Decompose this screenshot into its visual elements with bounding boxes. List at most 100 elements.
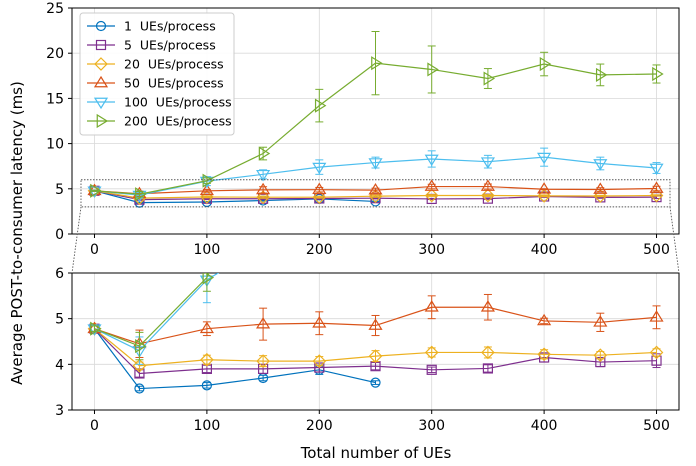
data-point: [256, 354, 270, 368]
data-point: [259, 135, 269, 147]
series-layer: [87, 31, 664, 394]
series-line: [94, 190, 657, 201]
series-line: [94, 190, 376, 204]
data-point: [482, 363, 494, 374]
zoom-box: [80, 179, 671, 208]
error-bar: [259, 223, 267, 269]
data-point: [593, 182, 608, 194]
legend-box: [79, 12, 235, 136]
x-tick-label: 100: [194, 418, 221, 434]
series-1: [89, 323, 381, 394]
y-axis-label: Average POST-to-consumer latency (ms): [8, 81, 26, 385]
data-point: [257, 242, 269, 252]
data-point: [89, 323, 100, 334]
data-point: [424, 188, 439, 203]
data-point: [368, 318, 383, 330]
legend-label: 100 UEs/process: [124, 95, 232, 110]
data-point: [537, 152, 552, 165]
data-point: [256, 317, 271, 329]
x-tick-label: 100: [194, 242, 221, 258]
data-point: [199, 321, 214, 334]
legend-label: 200 UEs/process: [124, 114, 232, 129]
zoom-axes-frame: [71, 272, 680, 411]
data-point: [649, 310, 664, 322]
data-point: [368, 183, 383, 195]
series-line: [94, 273, 220, 352]
y-tick-label: 15: [46, 91, 64, 107]
data-point: [649, 163, 664, 176]
y-tick-label: 4: [55, 357, 64, 373]
tick-labels: 0 100 200 300 400 500 0 5 10 15 20 25 0 100 200 300 400 5…: [46, 1, 670, 434]
legend-label: 5 UEs/process: [124, 38, 216, 53]
axes-frames: [71, 7, 680, 411]
series-line: [94, 185, 657, 195]
data-point: [427, 62, 439, 77]
data-point: [90, 321, 102, 336]
data-point: [90, 183, 102, 198]
zoom-connector-left: [71, 206, 82, 274]
data-point: [370, 377, 381, 388]
series-line: [94, 190, 657, 199]
zoom-plot-area: [87, 135, 664, 394]
legend-item: 5 UEs/process: [87, 38, 216, 53]
y-tick-label: 5: [55, 312, 64, 328]
data-point: [135, 187, 147, 202]
y-tick-label: 5: [55, 182, 64, 198]
data-point: [480, 157, 495, 169]
top-plot-area: [87, 31, 664, 208]
top-axes-frame: [71, 7, 680, 235]
data-point: [256, 190, 270, 205]
legend-label: 50 UEs/process: [124, 76, 224, 91]
legend-item: 50 UEs/process: [87, 76, 224, 91]
x-tick-label: 0: [90, 242, 99, 258]
data-point: [480, 300, 495, 312]
data-point: [312, 190, 327, 205]
data-point: [595, 67, 608, 82]
data-point: [135, 338, 147, 354]
y-tick-label: 25: [46, 1, 64, 17]
x-tick-label: 200: [306, 418, 333, 434]
data-point: [424, 300, 439, 312]
x-tick-label: 300: [418, 242, 445, 258]
data-point: [312, 162, 327, 175]
data-point: [539, 56, 552, 72]
x-tick-label: 400: [531, 242, 558, 258]
x-tick-label: 0: [90, 418, 99, 434]
zoom-connector-right: [669, 206, 680, 274]
y-tick-label: 20: [46, 46, 64, 62]
series-6: [90, 135, 269, 361]
series-line: [94, 273, 210, 347]
data-point: [424, 345, 439, 360]
legend-item: 200 UEs/process: [87, 114, 232, 129]
x-axis-label: Total number of UEs: [300, 444, 452, 462]
data-point: [649, 181, 664, 193]
legend-item: 100 UEs/process: [87, 95, 232, 110]
data-point: [368, 158, 383, 170]
series-3: [87, 321, 664, 373]
data-point: [481, 188, 495, 203]
series-line: [94, 328, 657, 367]
legend-label: 20 UEs/process: [124, 57, 224, 72]
y-tick-label: 6: [55, 266, 64, 282]
data-point: [314, 98, 327, 113]
data-point: [593, 315, 608, 327]
legend: 1 UEs/process 5 UEs/process 20 UEs/process…: [79, 12, 235, 136]
data-point: [539, 191, 550, 202]
data-point: [652, 66, 664, 82]
x-tick-label: 400: [531, 418, 558, 434]
legend-marker: [96, 113, 109, 129]
data-point: [312, 182, 327, 195]
data-point: [593, 348, 608, 363]
data-point: [593, 159, 608, 171]
x-tick-label: 300: [418, 418, 445, 434]
series-line: [94, 328, 376, 390]
data-point: [481, 345, 495, 360]
data-point: [537, 313, 552, 326]
data-point: [134, 383, 145, 394]
data-point: [312, 316, 327, 328]
data-point: [258, 146, 271, 161]
legend-item: 20 UEs/process: [87, 57, 224, 72]
data-point: [368, 349, 383, 363]
x-tick-label: 200: [306, 242, 333, 258]
